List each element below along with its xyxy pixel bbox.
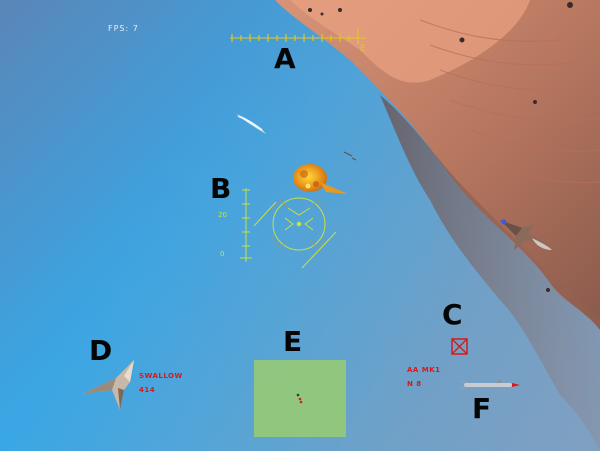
- weapon-count: N 8: [407, 380, 422, 388]
- fps-counter: FPS: 7: [108, 24, 139, 33]
- radar-blips: [296, 393, 303, 404]
- target-aircraft: [82, 360, 134, 410]
- radar-minimap: [254, 360, 346, 437]
- weapon-name: AA MK1: [407, 366, 441, 374]
- altitude-tick-0: 0: [220, 250, 225, 258]
- terrain-trees: [308, 2, 573, 292]
- rock-strata: [419, 19, 600, 184]
- gunsight-reticle: [240, 188, 337, 269]
- debris: [343, 151, 357, 161]
- heading-label: E: [360, 44, 366, 54]
- target-name: SWALLOW: [139, 372, 183, 380]
- mountain-peak: [290, 0, 530, 83]
- heading-tape: [230, 28, 366, 44]
- callout-a: A: [274, 42, 296, 75]
- altitude-tick-20: 20: [218, 211, 227, 219]
- enemy-aircraft: [500, 219, 552, 250]
- explosion: [293, 164, 348, 194]
- mountain-shadow: [380, 95, 600, 451]
- callout-e: E: [283, 325, 303, 358]
- missile-icon: [458, 379, 520, 391]
- callout-c: C: [442, 298, 463, 331]
- mountain-ridge: [275, 0, 600, 330]
- callout-d: D: [89, 334, 113, 367]
- target-marker: [451, 338, 468, 355]
- callout-b: B: [210, 172, 232, 205]
- callout-f: F: [472, 392, 492, 425]
- distant-aircraft: [236, 114, 266, 134]
- target-distance: 414: [139, 386, 156, 394]
